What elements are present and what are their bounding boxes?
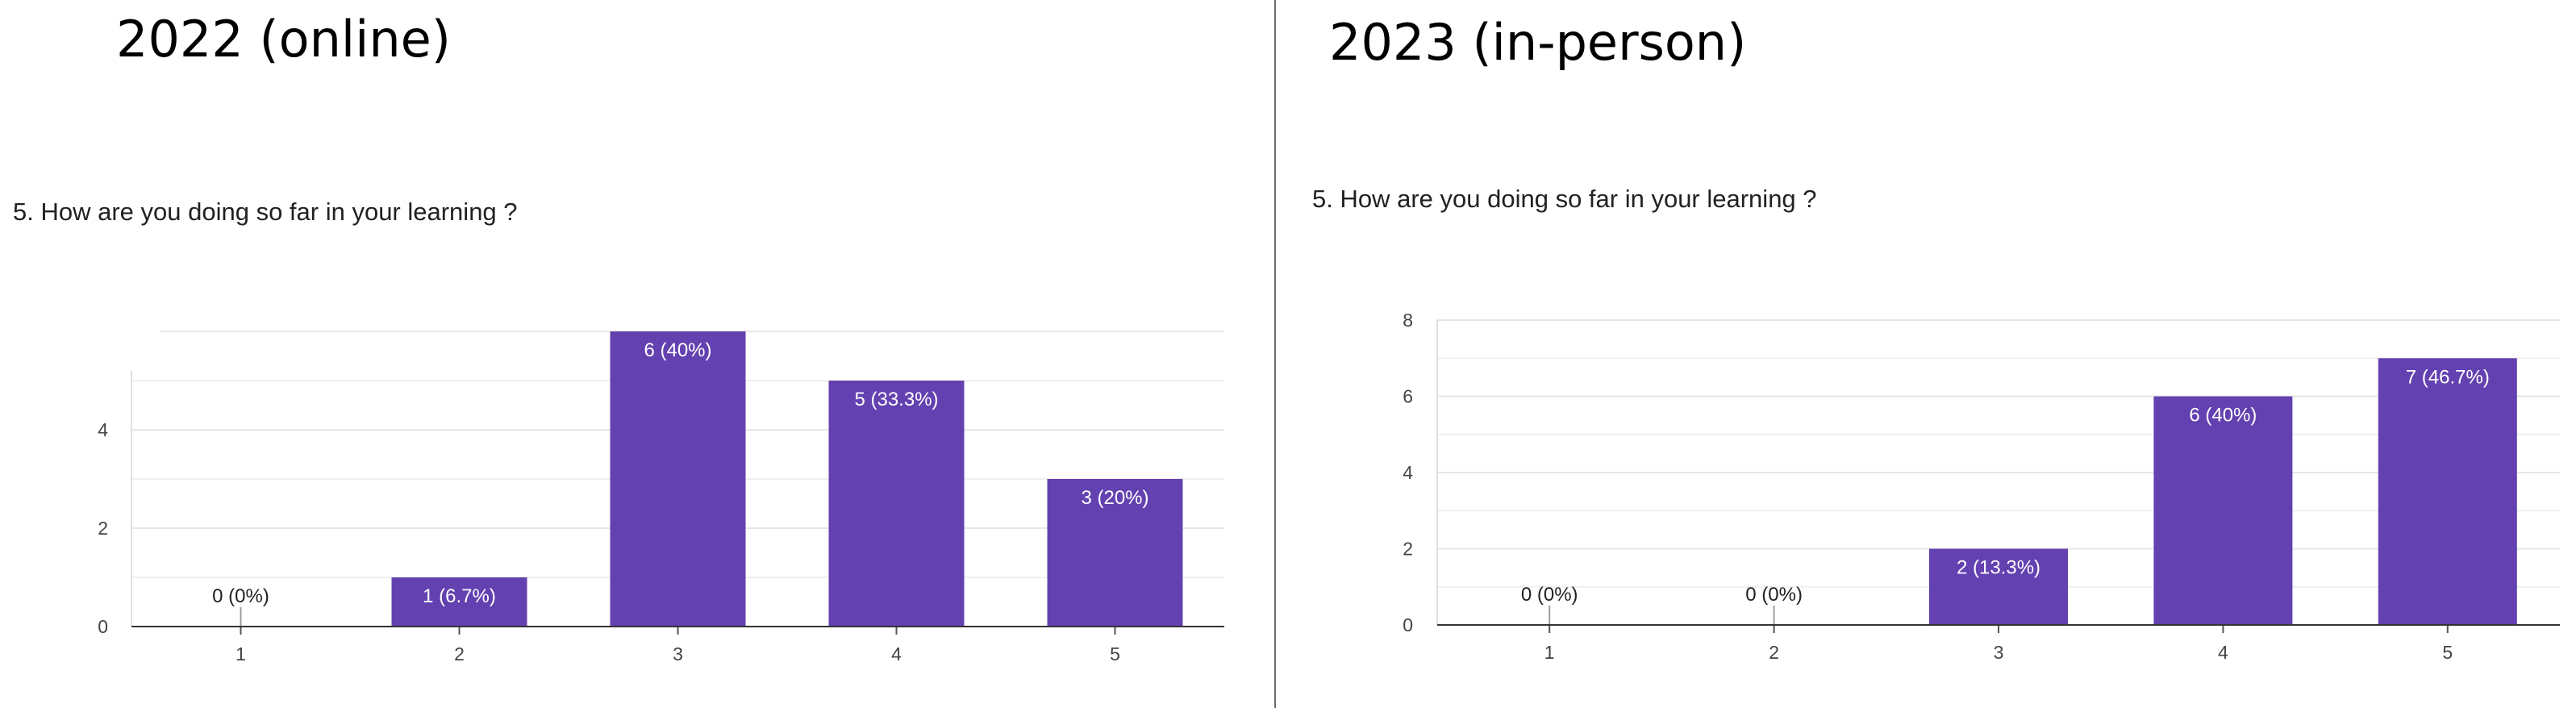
y-tick-label: 4	[1403, 462, 1413, 483]
panel-2023: 2023 (in-person) 5. How are you doing so…	[1276, 0, 2576, 708]
x-tick-label: 3	[1994, 642, 2004, 663]
bar	[2153, 396, 2293, 625]
data-label: 7 (46.7%)	[2406, 366, 2490, 388]
x-tick-label: 1	[236, 643, 246, 664]
data-label: 6 (40%)	[644, 339, 711, 361]
panel-divider	[1274, 0, 1276, 708]
x-tick-label: 4	[891, 643, 902, 664]
x-tick-label: 5	[2442, 642, 2453, 663]
data-label: 5 (33.3%)	[854, 389, 938, 410]
data-label: 0 (0%)	[212, 585, 269, 607]
panel-title: 2023 (in-person)	[1329, 13, 1747, 72]
data-label: 6 (40%)	[2189, 405, 2257, 427]
data-label: 0 (0%)	[1521, 584, 1578, 606]
x-tick-label: 3	[673, 643, 683, 664]
question-text: 5. How are you doing so far in your lear…	[13, 198, 518, 226]
data-label: 1 (6.7%)	[423, 585, 496, 607]
panel-2022: 2022 (online) 5. How are you doing so fa…	[0, 0, 1274, 708]
bar	[2378, 358, 2517, 625]
x-tick-label: 2	[1769, 642, 1779, 663]
y-tick-label: 8	[1403, 310, 1413, 331]
bar	[391, 577, 527, 627]
bar	[1047, 479, 1183, 627]
y-tick-label: 6	[1403, 386, 1413, 407]
panel-title: 2022 (online)	[116, 10, 451, 69]
data-label: 2 (13.3%)	[1957, 557, 2040, 579]
x-tick-label: 1	[1544, 642, 1555, 663]
data-label: 3 (20%)	[1081, 487, 1148, 509]
bar	[610, 331, 746, 627]
y-tick-label: 4	[98, 419, 108, 440]
x-tick-label: 2	[454, 643, 465, 664]
x-tick-label: 4	[2218, 642, 2228, 663]
y-tick-label: 0	[98, 616, 108, 637]
question-text: 5. How are you doing so far in your lear…	[1312, 185, 1817, 213]
y-tick-label: 2	[1403, 539, 1413, 560]
data-label: 0 (0%)	[1745, 584, 1803, 606]
y-tick-label: 2	[98, 518, 108, 539]
bar	[828, 381, 965, 627]
y-tick-label: 0	[1403, 614, 1413, 635]
bar	[1929, 548, 2068, 625]
x-tick-label: 5	[1110, 643, 1120, 664]
